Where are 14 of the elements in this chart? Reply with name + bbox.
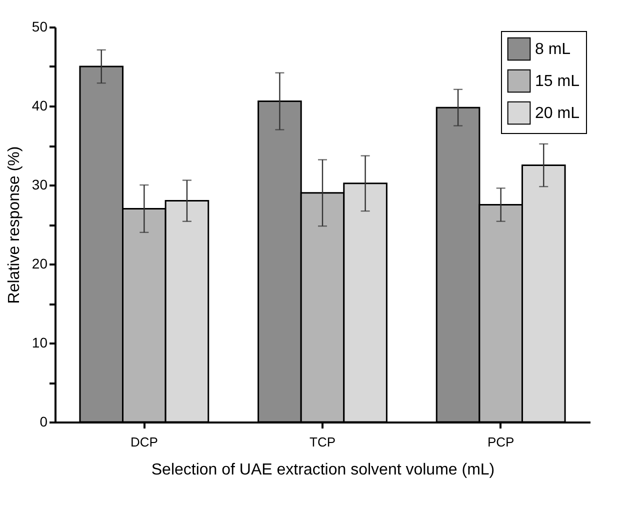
- y-axis-title: Relative response (%): [6, 146, 23, 304]
- y-tick-label: 50: [32, 18, 48, 34]
- x-tick-label: DCP: [130, 434, 158, 450]
- x-tick-label: PCP: [487, 434, 514, 450]
- y-tick-label: 0: [40, 414, 48, 430]
- legend-label: 20 mL: [535, 105, 580, 122]
- legend-label: 8 mL: [535, 41, 571, 58]
- x-tick-label: TCP: [310, 434, 336, 450]
- y-tick-label: 20: [32, 256, 48, 272]
- legend-label: 15 mL: [535, 73, 580, 90]
- y-tick-label: 30: [32, 176, 48, 192]
- y-tick-label: 40: [32, 98, 48, 114]
- x-axis-title: Selection of UAE extraction solvent volume (mL): [151, 462, 495, 478]
- y-tick-label: 10: [32, 334, 48, 350]
